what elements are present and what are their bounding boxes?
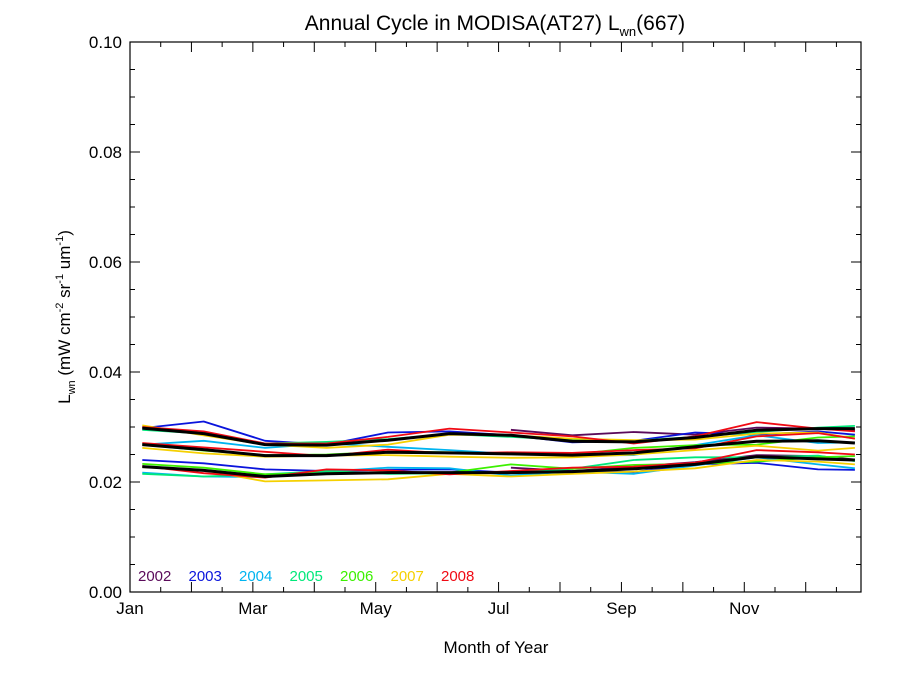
x-tick-label: Sep [606,599,636,618]
plot-frame [129,41,862,593]
y-tick-label: 0.08 [89,143,122,162]
y-tick-label: 0.04 [89,363,122,382]
x-tick-label: May [360,599,393,618]
series-2007-line [142,459,855,483]
x-tick-label: Mar [238,599,268,618]
chart-title-subscript: wn [619,24,637,39]
x-tick-label: Jul [488,599,510,618]
y-tick-label: 0.00 [89,583,122,602]
chart-title-main: Annual Cycle in MODISA(AT27) L [305,12,620,35]
mean-line [142,426,855,447]
axis-ticks [129,41,861,593]
y-tick-label: 0.06 [89,253,122,272]
series-2008-line [142,432,856,457]
legend-item-2003: 2003 [189,568,222,585]
legend-item-2007: 2007 [391,568,424,585]
series-lines [142,420,856,483]
legend-item-2004: 2004 [239,568,272,585]
y-tick-label: 0.10 [89,33,122,52]
series-2006-line [142,455,855,476]
x-tick-label: Nov [729,599,760,618]
chart-title: Annual Cycle in MODISA(AT27) Lwn(667) [305,12,685,39]
legend-item-2002: 2002 [138,568,171,585]
mean-line [142,455,855,478]
y-tick-label: 0.02 [89,473,122,492]
legend-item-2005: 2005 [290,568,323,585]
x-tick-label: Jan [116,599,143,618]
x-axis-label: Month of Year [444,638,549,657]
legend-item-2008: 2008 [441,568,474,585]
tick-labels: 0.00 0.02 0.04 0.06 0.08 0.10 Jan Mar May Jul Sep N… [89,33,760,618]
legend: 2002 2003 2004 2005 2006 2007 2008 [138,568,474,585]
legend-item-2006: 2006 [340,568,373,585]
mean-line [142,439,855,458]
chart-title-tail: (667) [636,12,685,35]
y-axis-label: Lwn (mW cm-2 sr-1 um-1) [54,230,78,404]
